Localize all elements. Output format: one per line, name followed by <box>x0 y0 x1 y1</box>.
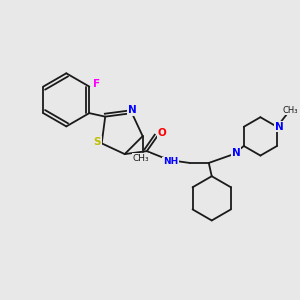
Text: CH₃: CH₃ <box>283 106 298 115</box>
Text: N: N <box>128 105 136 115</box>
Text: O: O <box>157 128 166 138</box>
Text: N: N <box>232 148 240 158</box>
Text: CH₃: CH₃ <box>133 154 149 163</box>
Text: S: S <box>94 137 101 147</box>
Text: NH: NH <box>163 157 178 166</box>
Text: F: F <box>93 79 100 88</box>
Text: N: N <box>275 122 284 132</box>
